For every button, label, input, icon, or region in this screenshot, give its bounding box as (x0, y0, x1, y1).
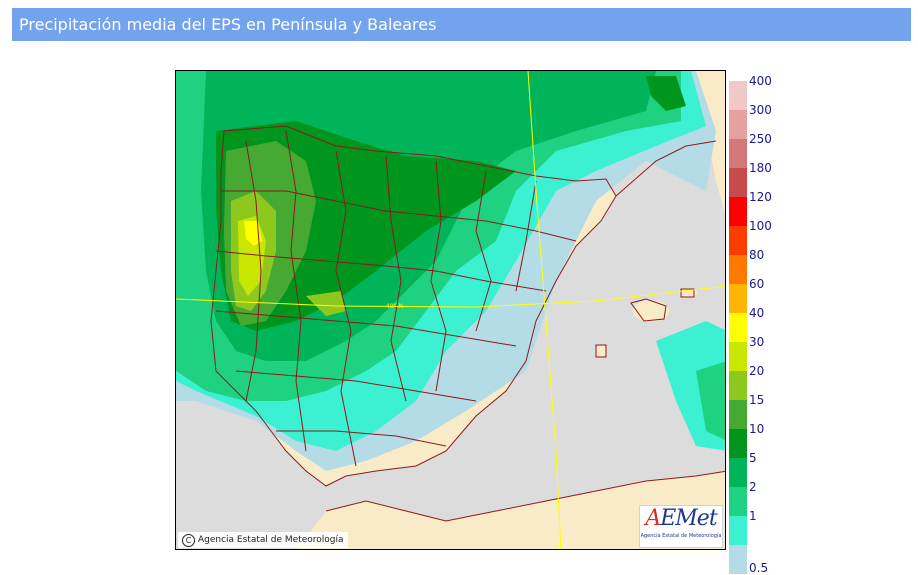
legend-swatch (729, 110, 747, 139)
legend-swatch (729, 168, 747, 197)
legend-swatch (729, 429, 747, 458)
legend-swatch (729, 371, 747, 400)
aemet-logo: AEMet Agencia Estatal de Meteorología (639, 505, 723, 548)
border-lines (210, 125, 725, 522)
map-svg: 40° N 0° (176, 71, 725, 550)
lat-label: 40° N (386, 303, 403, 310)
legend-label: 400 (749, 74, 772, 88)
legend-label: 120 (749, 190, 772, 204)
legend-swatch (729, 139, 747, 168)
legend-swatch (729, 284, 747, 313)
legend-label: 40 (749, 306, 765, 320)
legend-label: 80 (749, 248, 765, 262)
legend-swatch (729, 342, 747, 371)
grid-lines (176, 71, 725, 549)
copyright-notice: C Agencia Estatal de Meteorología (178, 532, 348, 548)
legend-label: 2 (749, 480, 757, 494)
precip-north-atl (646, 76, 686, 111)
legend-label: 5 (749, 451, 757, 465)
legend-swatch (729, 81, 747, 110)
logo-mark: AEMet (645, 506, 717, 531)
legend-label: 60 (749, 277, 765, 291)
legend-swatch (729, 400, 747, 429)
logo-subtitle: Agencia Estatal de Meteorología (640, 533, 722, 539)
legend-label: 100 (749, 219, 772, 233)
mallorca (633, 300, 669, 322)
copyright-text: Agencia Estatal de Meteorología (198, 535, 344, 545)
legend-swatch (729, 313, 747, 342)
precipitation-map: 40° N 0° (175, 70, 726, 550)
legend-label: 180 (749, 161, 772, 175)
legend-swatch (729, 226, 747, 255)
legend-label: 10 (749, 422, 765, 436)
precipitation-legend: 400 300 250 180 120 100 80 60 40 30 20 15 10 5 2 1 0.5 (729, 75, 789, 574)
legend-swatch (729, 255, 747, 284)
legend-swatch (729, 197, 747, 226)
legend-label: 15 (749, 393, 765, 407)
africa-land (297, 471, 725, 549)
legend-swatch (729, 458, 747, 487)
legend-label: 250 (749, 132, 772, 146)
page-title: Precipitación media del EPS en Península… (12, 8, 911, 41)
copyright-icon: C (182, 533, 195, 547)
legend-label: 0.5 (749, 561, 769, 575)
legend-swatch (729, 545, 747, 574)
legend-label: 1 (749, 509, 757, 523)
legend-label: 30 (749, 335, 765, 349)
precip-balear-sea-2 (696, 361, 725, 441)
legend-label: 300 (749, 103, 772, 117)
lon-label: 0° (555, 544, 562, 550)
legend-swatch (729, 516, 747, 545)
legend-label: 20 (749, 364, 765, 378)
precip-south-blob-20 (306, 291, 346, 316)
legend-swatch (729, 487, 747, 516)
ibiza (595, 345, 607, 357)
